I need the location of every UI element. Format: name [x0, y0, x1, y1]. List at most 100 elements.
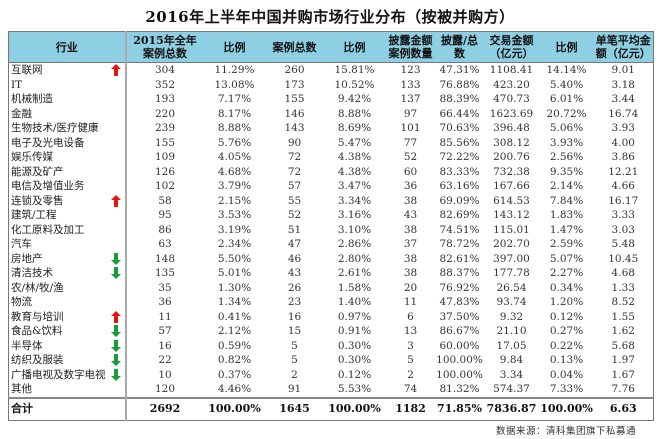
cell-ratio: 8.88%	[337, 107, 372, 120]
cell-disclosed: 74	[403, 383, 418, 396]
cell-cases: 23	[287, 296, 302, 309]
cell-disc-ratio: 88.39%	[439, 93, 480, 106]
cell-r2015: 5.50%	[217, 252, 252, 265]
cell-cases: 55	[287, 194, 302, 207]
industry-cell: 能源及矿产	[8, 164, 127, 179]
cell-amount: 423.20	[493, 78, 530, 91]
industry-cell: 其他	[8, 382, 127, 398]
industry-label: 化工原料及加工	[11, 223, 85, 236]
cell-cases: 260	[284, 64, 305, 77]
table-row: 汽车 63 2.34% 47 2.86% 37 78.72% 202.70 2.59% 5.48	[8, 237, 654, 252]
cell-disclosed: 2	[407, 368, 414, 381]
cell-avg: 1.55	[593, 309, 654, 324]
cell-disc-ratio: 47.83%	[439, 296, 480, 309]
total-ratio: 100.00%	[323, 396, 386, 421]
cell-disclosed: 77	[403, 136, 418, 149]
industry-cell: 娱乐传媒	[8, 150, 127, 165]
cell-amt-ratio: 14.14%	[546, 64, 587, 77]
cell-disclosed: 36	[403, 180, 418, 193]
column-header-amount-ratio: 比例	[539, 31, 594, 63]
cell-amt-ratio: 0.22%	[549, 339, 584, 352]
cell-ratio: 3.34%	[337, 194, 372, 207]
cell-disc-ratio: 74.51%	[439, 223, 480, 236]
cell-ratio: 8.69%	[337, 122, 372, 135]
industry-cell: 化工原料及加工	[8, 222, 127, 237]
cell-disclosed: 101	[400, 122, 421, 135]
cell-amt-ratio: 7.33%	[549, 383, 584, 396]
cell-cases: 51	[287, 223, 302, 236]
cell-cases: 72	[287, 151, 302, 164]
header-row: 行业 2015年全年 案例总数 比例 案例总数 比例 披露金额 案例数量 披露/总数交易金额 （亿…	[8, 31, 654, 63]
cell-cases: 5	[291, 339, 298, 352]
cell-ratio: 3.10%	[337, 223, 372, 236]
table-row: 食品&饮料 57 2.12% 15 0.91% 13 86.67% 21.10 0.27% 1.6…	[8, 324, 654, 339]
industry-cell: 教育与培训	[8, 309, 127, 324]
table-row: 生物技术/医疗健康 239 8.88% 143 8.69% 101 70.63% 396.48…	[8, 121, 654, 136]
cell-c2015: 352	[154, 78, 176, 91]
cell-c2015: 95	[158, 209, 172, 222]
arrow-down-icon	[110, 252, 121, 265]
cell-cases: 143	[284, 122, 305, 135]
cell-ratio: 0.97%	[337, 310, 372, 323]
table-row: 金融 220 8.17% 146 8.88% 97 66.44% 1623.69 20.72% 1…	[8, 106, 654, 121]
table-row: 娱乐传媒 109 4.05% 72 4.38% 52 72.22% 200.76 2.56% 3.…	[8, 150, 654, 165]
total-cases: 1645	[265, 396, 324, 421]
cell-amount: 9.84	[499, 354, 524, 367]
arrow-down-icon	[110, 339, 121, 352]
cell-c2015: 148	[154, 252, 176, 265]
total-r2015: 100.00%	[203, 396, 266, 421]
column-header-case-ratio: 比例	[323, 31, 386, 63]
cell-cases: 15	[287, 325, 302, 338]
cell-ratio: 0.30%	[337, 339, 372, 352]
cell-avg: 3.33	[593, 208, 654, 223]
column-header-avg-amount: 单笔平均金 额（亿元）	[593, 31, 654, 63]
cell-amt-ratio: 1.47%	[549, 223, 584, 236]
table-row: 纺织及服装 22 0.82% 5 0.30% 5 100.00% 9.84 0.13% 1.97	[8, 353, 654, 368]
cell-r2015: 8.88%	[217, 122, 252, 135]
cell-disclosed: 20	[403, 281, 418, 294]
cell-avg: 10.45	[593, 251, 654, 266]
industry-label: 教育与培训	[11, 310, 64, 323]
cell-disclosed: 6	[407, 310, 414, 323]
cell-ratio: 15.81%	[334, 64, 375, 77]
cell-disc-ratio: 83.33%	[439, 165, 480, 178]
cell-cases: 146	[284, 107, 305, 120]
cell-cases: 90	[287, 136, 302, 149]
cell-amount: 308.12	[493, 136, 530, 149]
cell-ratio: 5.53%	[337, 383, 372, 396]
cell-c2015: 11	[158, 310, 172, 323]
cell-ratio: 1.40%	[337, 296, 372, 309]
cell-amt-ratio: 0.13%	[549, 354, 584, 367]
cell-avg: 12.21	[593, 164, 654, 179]
cell-c2015: 35	[158, 281, 172, 294]
cell-amount: 3.34	[499, 368, 524, 381]
cell-disc-ratio: 66.44%	[439, 107, 480, 120]
cell-r2015: 5.01%	[217, 267, 252, 280]
arrow-down-icon	[110, 368, 121, 381]
table-row: IT 352 13.08% 173 10.52% 133 76.88% 423.20 5.40%…	[8, 77, 654, 92]
table-row: 能源及矿产 126 4.68% 72 4.38% 60 83.33% 732.38 9.35% 1…	[8, 164, 654, 179]
cell-amount: 470.73	[493, 93, 530, 106]
cell-r2015: 3.79%	[217, 180, 252, 193]
table-row: 连锁及零售 58 2.15% 55 3.34% 38 69.09% 614.53 7.84% 16…	[8, 193, 654, 208]
cell-disc-ratio: 85.56%	[439, 136, 480, 149]
cell-ratio: 2.80%	[337, 252, 372, 265]
cell-amt-ratio: 2.59%	[549, 238, 584, 251]
industry-cell: 电信及增值业务	[8, 179, 127, 194]
industry-label: 纺织及服装	[11, 354, 64, 367]
cell-avg: 4.68	[593, 266, 654, 281]
cell-amt-ratio: 1.83%	[549, 209, 584, 222]
cell-r2015: 1.30%	[217, 281, 252, 294]
industry-cell: 房地产	[8, 251, 127, 266]
cell-ratio: 3.47%	[337, 180, 372, 193]
industry-cell: 农/林/牧/渔	[8, 280, 127, 295]
industry-cell: 金融	[8, 106, 127, 121]
cell-disc-ratio: 70.63%	[439, 122, 480, 135]
cell-amount: 9.32	[499, 310, 524, 323]
page-title: 2016年上半年中国并购市场行业分布（按被并购方）	[145, 8, 515, 26]
cell-avg: 9.01	[593, 62, 654, 78]
cell-disclosed: 11	[403, 296, 418, 309]
cell-cases: 72	[287, 165, 302, 178]
industry-cell: 物流	[8, 295, 127, 310]
table-row: 清洁技术 135 5.01% 43 2.61% 38 88.37% 177.78 2.27% 4.…	[8, 266, 654, 281]
